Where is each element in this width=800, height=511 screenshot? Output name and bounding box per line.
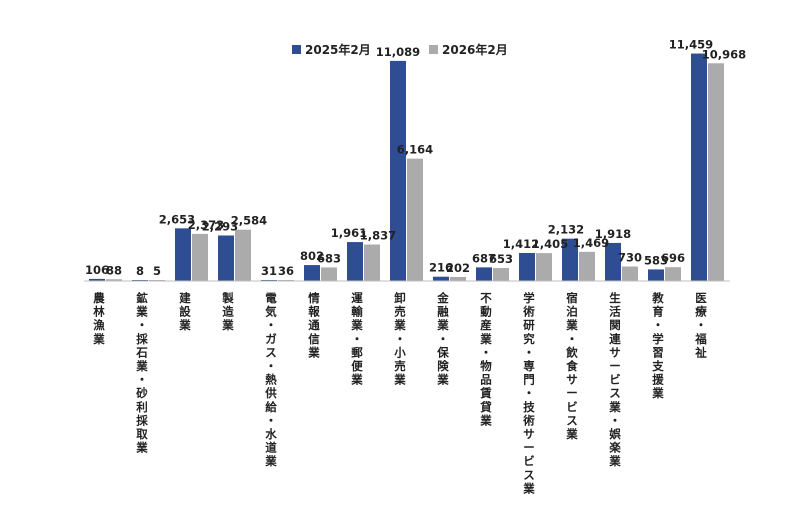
- value-label-2025-11: 2,132: [548, 223, 584, 237]
- bars-group: [89, 53, 724, 282]
- value-label-2026-0: 88: [106, 263, 122, 277]
- bar-2025-0: [89, 278, 105, 281]
- legend-label-2025: 2025年2月: [305, 42, 371, 57]
- value-label-2026-4: 36: [278, 264, 294, 278]
- category-label-1: 鉱業・採石業・砂利採取業: [135, 291, 148, 455]
- bar-2025-8: [433, 276, 449, 281]
- value-label-2026-5: 683: [317, 251, 341, 265]
- bar-2025-14: [691, 53, 707, 281]
- bar-2026-2: [192, 233, 208, 281]
- value-label-2025-7: 11,089: [376, 45, 420, 59]
- legend: 2025年2月 2026年2月: [292, 42, 508, 57]
- bar-2026-9: [493, 268, 509, 281]
- category-label-6: 運輸業・郵便業: [350, 291, 363, 387]
- value-label-2026-13: 696: [661, 251, 685, 265]
- bar-2026-11: [579, 251, 595, 281]
- value-label-2025-3: 2,293: [202, 219, 238, 233]
- value-label-2025-0: 106: [85, 263, 109, 277]
- value-label-2025-8: 216: [429, 261, 453, 275]
- bar-2026-10: [536, 253, 552, 281]
- value-label-2026-9: 653: [489, 252, 513, 266]
- legend-swatch-2026: [429, 45, 438, 54]
- legend-swatch-2025: [292, 45, 301, 54]
- value-label-2025-9: 687: [472, 251, 496, 265]
- value-label-2025-5: 802: [300, 249, 324, 263]
- value-label-2026-8: 202: [446, 261, 470, 275]
- category-label-2: 建設業: [178, 291, 191, 332]
- value-label-2026-6: 1,837: [360, 229, 396, 243]
- bar-2026-6: [364, 244, 380, 281]
- category-label-9: 不動産業・物品賃貸業: [479, 291, 492, 427]
- value-label-2025-4: 31: [261, 264, 277, 278]
- value-label-2026-2: 2,373: [188, 218, 224, 232]
- bar-2025-9: [476, 267, 492, 281]
- bar-2025-11: [562, 238, 578, 281]
- value-label-2026-11: 1,469: [573, 236, 609, 250]
- bar-2025-12: [605, 242, 621, 281]
- category-label-14: 医療・福祉: [694, 291, 707, 359]
- value-label-2025-14: 11,459: [669, 38, 713, 52]
- value-label-2026-14: 10,968: [702, 47, 746, 61]
- bar-2025-5: [304, 265, 320, 281]
- bar-2026-8: [450, 276, 466, 281]
- bar-2025-2: [175, 228, 191, 281]
- value-label-2025-1: 8: [136, 264, 144, 278]
- value-label-2025-2: 2,653: [159, 212, 195, 226]
- bar-2026-0: [106, 279, 122, 281]
- value-label-2025-6: 1,961: [331, 226, 367, 240]
- category-label-5: 情報通信業: [307, 291, 320, 359]
- bar-2026-12: [622, 266, 638, 281]
- category-label-10: 学術研究・専門・技術サービス業: [522, 291, 535, 495]
- value-label-2026-1: 5: [153, 264, 161, 278]
- bar-2026-7: [407, 158, 423, 281]
- bar-2025-10: [519, 252, 535, 281]
- category-labels-group: 農林漁業 鉱業・採石業・砂利採取業 建設業 製造業 電気・ガス・熱供給・水道業 情報通信業…: [92, 291, 707, 495]
- category-label-3: 製造業: [221, 291, 234, 332]
- category-label-4: 電気・ガス・熱供給・水道業: [264, 291, 277, 468]
- value-label-2025-10: 1,412: [503, 237, 539, 251]
- value-label-2026-3: 2,584: [231, 214, 267, 228]
- value-label-2025-13: 583: [644, 253, 668, 267]
- bar-2025-7: [390, 60, 406, 282]
- category-label-0: 農林漁業: [92, 291, 105, 346]
- value-label-2026-10: 1,405: [532, 237, 568, 251]
- bar-2026-13: [665, 267, 681, 281]
- value-label-2026-12: 730: [618, 251, 642, 265]
- category-label-7: 卸売業・小売業: [393, 291, 406, 387]
- bar-2025-6: [347, 242, 363, 281]
- bar-2026-3: [235, 229, 251, 281]
- legend-label-2026: 2026年2月: [442, 42, 508, 57]
- category-label-8: 金融業・保険業: [436, 291, 449, 387]
- bar-2026-14: [708, 63, 724, 281]
- value-label-2025-12: 1,918: [595, 227, 631, 241]
- bar-2025-3: [218, 235, 234, 281]
- category-label-13: 教育・学習支援業: [651, 291, 664, 400]
- bar-2026-5: [321, 267, 337, 281]
- bar-2025-13: [648, 269, 664, 281]
- value-label-2026-7: 6,164: [397, 143, 433, 157]
- category-label-11: 宿泊業・飲食サービス業: [565, 291, 578, 441]
- category-label-12: 生活関連サービス業・娯楽業: [608, 291, 621, 468]
